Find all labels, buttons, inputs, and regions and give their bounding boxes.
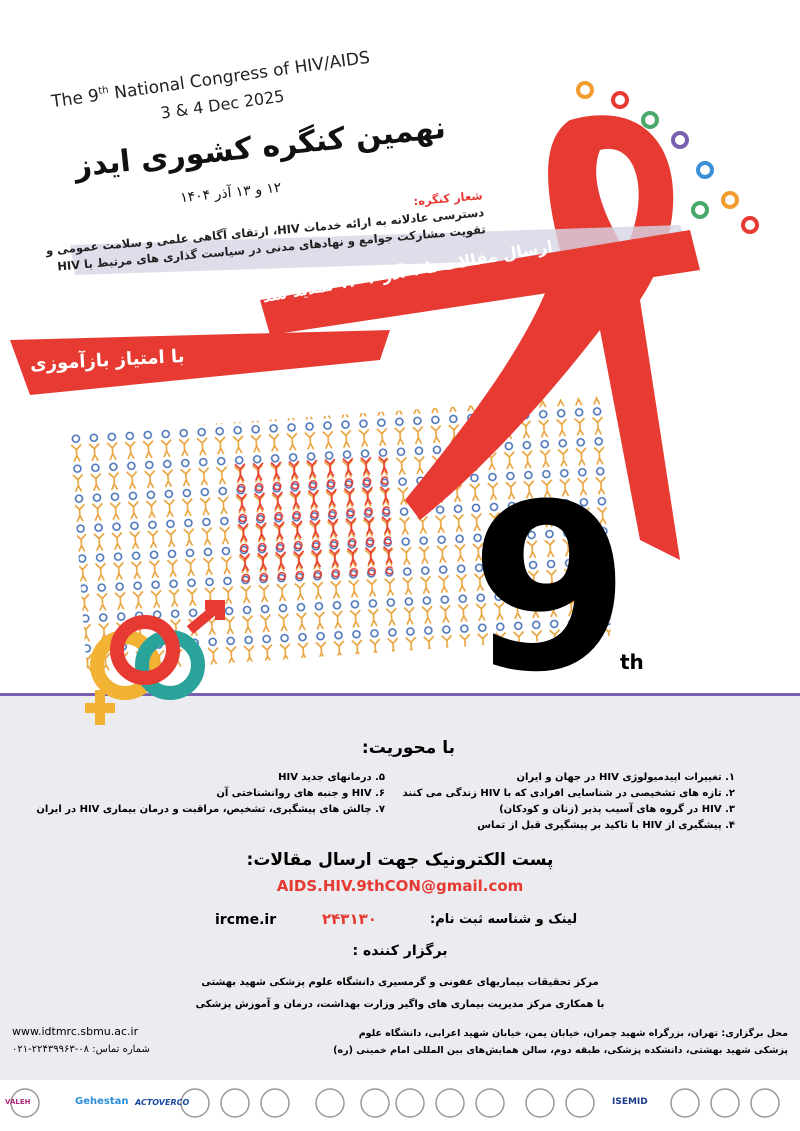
topics-col-2: ۵. درمانهای جدید HIV ۶. HIV و جنبه های ر… [5, 770, 385, 818]
registration-site[interactable]: ircme.ir [215, 912, 277, 928]
registration-label: لینک و شناسه ثبت نام: [430, 912, 578, 927]
topics-heading: با محوریت: [361, 738, 455, 758]
website[interactable]: www.idtmrc.sbmu.ac.ir [12, 1025, 139, 1038]
logo: ISEMID [612, 1097, 648, 1107]
logo: Gehestan [75, 1096, 129, 1107]
phone: شماره تماس: ۰۸-۲۲۴۳۹۹۶۳-۰۲۱ [12, 1044, 150, 1055]
topic: ۷. چالش های پیشگیری، تشخیص، مراقبت و درم… [36, 804, 385, 815]
venue: محل برگزاری: تهران، بزرگراه شهید چمران، … [278, 1025, 788, 1059]
topics-col-1: ۱. تغییرات اپیدمیولوژی HIV در جهان و ایر… [365, 770, 735, 834]
title-en-sup: th [97, 84, 110, 98]
topic: ۵. درمانهای جدید HIV [278, 772, 385, 783]
organizer-heading: برگزار کننده : [352, 943, 448, 959]
topic: ۴. پیشگیری از HIV با تاکید بر پیشگیری قب… [477, 820, 735, 831]
venue-line: تهران، بزرگراه شهید چمران، خیابان یمن، خ… [358, 1028, 719, 1039]
registration-id: ۲۴۳۱۳۰ [322, 910, 377, 928]
venue-line: پزشکی شهید بهشتی، دانشکده پزشکی، طبقه دو… [333, 1045, 788, 1056]
logo: ACTOVERCO [135, 1098, 190, 1107]
logo: VALEH [5, 1098, 31, 1106]
number-suffix: th [620, 650, 644, 674]
topic: ۱. تغییرات اپیدمیولوژی HIV در جهان و ایر… [516, 772, 736, 783]
big-number: 9 [470, 456, 631, 723]
email[interactable]: AIDS.HIV.9thCON@gmail.com [276, 877, 524, 895]
venue-label: محل برگزاری: [721, 1028, 788, 1039]
organizer-line: مرکز تحقیقات بیماریهای عفونی و گرمسیری د… [201, 977, 599, 988]
organizer-lines: مرکز تحقیقات بیماریهای عفونی و گرمسیری د… [0, 972, 800, 1016]
organizer-line: با همکاری مرکز مدیریت بیماری های واگیر و… [195, 999, 605, 1010]
topic: ۲. تازه های تشخیصی در شناسایی افرادی که … [402, 788, 735, 799]
topic: ۶. HIV و جنبه های روانشناختی آن [216, 788, 385, 799]
topic: ۳. HIV در گروه های آسیب پذیر (زنان و کود… [499, 804, 735, 815]
email-heading: پست الکترونیک جهت ارسال مقالات: [246, 850, 554, 870]
